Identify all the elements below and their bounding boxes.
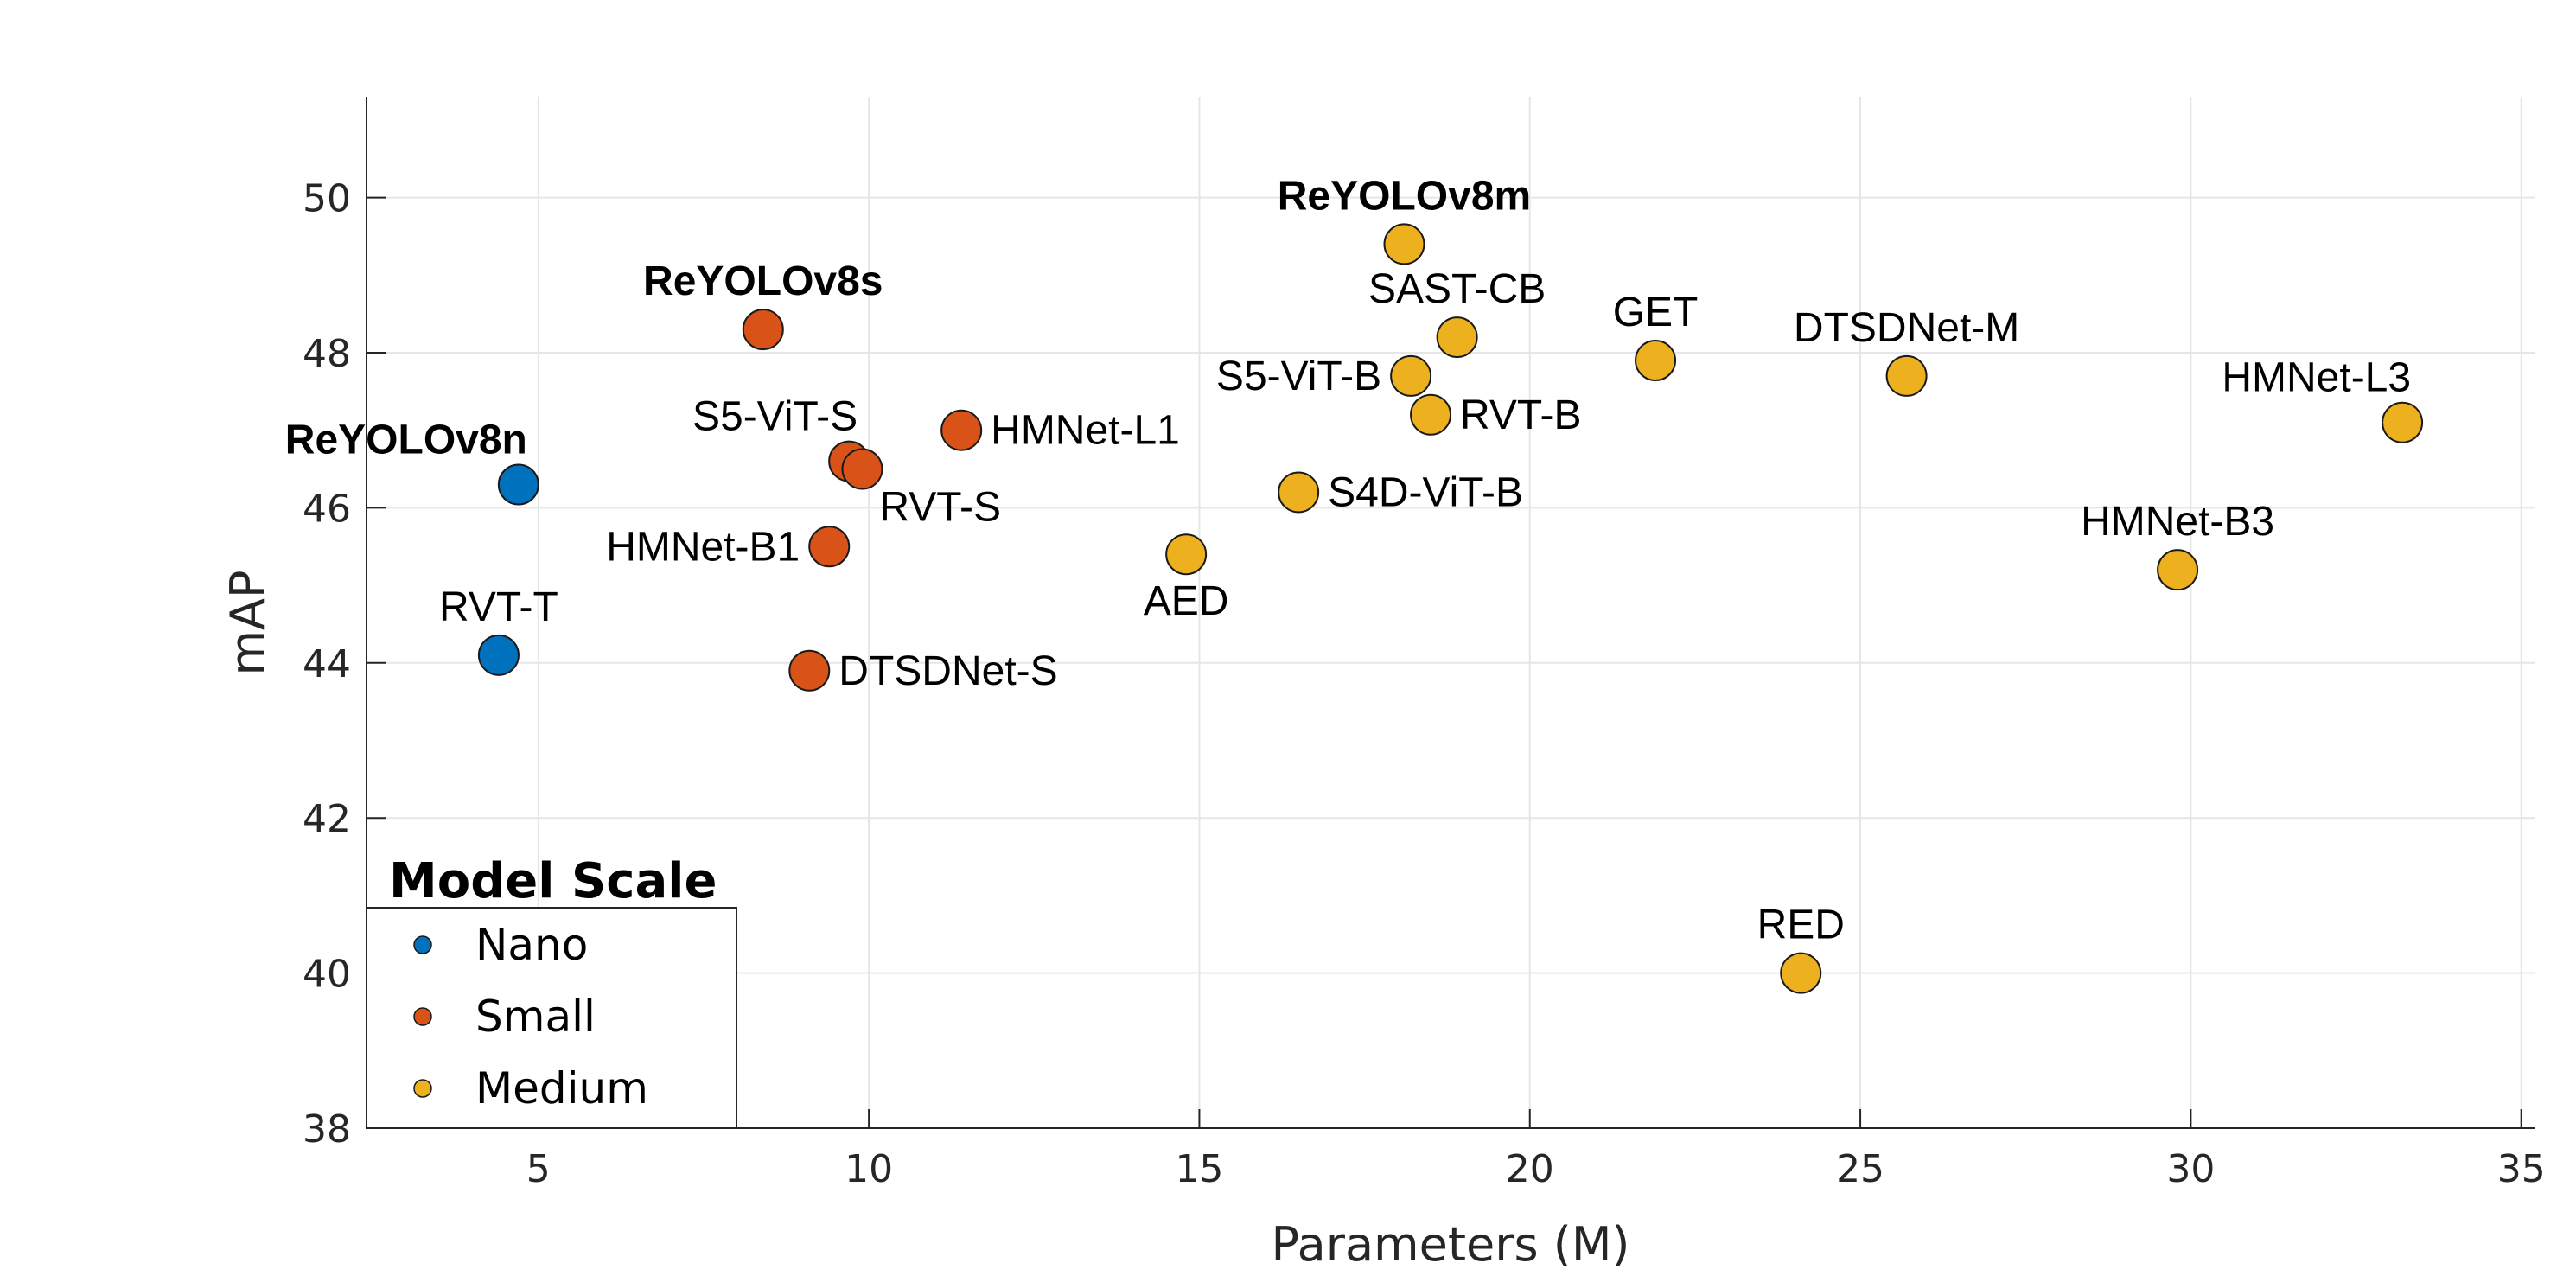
legend: Model Scale Nano Small Medium	[366, 853, 737, 1129]
y-tick-label: 40	[303, 953, 351, 997]
data-point	[808, 526, 851, 568]
data-point	[477, 634, 520, 676]
y-axis-label: mAP	[220, 570, 275, 675]
point-label: HMNet-L3	[2222, 355, 2411, 401]
point-label: DTSDNet-M	[1794, 305, 2019, 351]
x-tick-label: 30	[2166, 1147, 2215, 1191]
point-label: RVT-T	[439, 584, 558, 630]
y-tick-labels: 38 40 42 44 46 48 50	[303, 177, 351, 1152]
data-point	[1780, 952, 1822, 994]
x-tick-label: 35	[2497, 1147, 2546, 1191]
point-label: ReYOLOv8s	[643, 258, 883, 304]
point-label: RED	[1757, 903, 1845, 948]
point-label: SAST-CB	[1368, 266, 1546, 312]
x-tick-label: 20	[1506, 1147, 1554, 1191]
y-tick-label: 50	[303, 177, 351, 221]
y-tick-label: 42	[303, 797, 351, 841]
point-label: DTSDNet-S	[838, 648, 1057, 694]
point-label: ReYOLOv8m	[1278, 173, 1531, 219]
data-point	[1383, 223, 1425, 265]
x-axis-label: Parameters (M)	[1272, 1217, 1630, 1272]
legend-label: Medium	[475, 1063, 648, 1113]
point-label: HMNet-B3	[2081, 499, 2274, 545]
point-label: GET	[1613, 290, 1699, 335]
data-point	[1390, 354, 1432, 397]
data-point	[788, 649, 831, 692]
data-point	[841, 448, 883, 490]
x-tick-label: 10	[845, 1147, 893, 1191]
legend-marker	[413, 1079, 432, 1098]
data-points	[477, 223, 2424, 994]
legend-marker	[413, 1007, 432, 1026]
data-point	[1635, 339, 1677, 381]
data-point	[1436, 316, 1478, 359]
point-label: HMNet-L1	[991, 408, 1180, 454]
data-point	[1410, 393, 1452, 436]
y-tick-label: 38	[303, 1107, 351, 1152]
point-label: RVT-S	[879, 485, 1000, 531]
x-tick-label: 25	[1836, 1147, 1884, 1191]
legend-label: Small	[475, 992, 596, 1042]
data-point	[2157, 549, 2199, 591]
point-labels: ReYOLOv8n RVT-T ReYOLOv8s S5-ViT-S RVT-S HMNe…	[285, 173, 2411, 947]
legend-marker	[413, 935, 432, 954]
legend-label: Nano	[475, 920, 588, 970]
y-tick-label: 44	[303, 642, 351, 686]
point-label: AED	[1144, 578, 1229, 624]
point-label: S5-ViT-S	[692, 394, 858, 440]
point-label: HMNet-B1	[606, 524, 800, 570]
point-label: ReYOLOv8n	[285, 417, 527, 463]
y-tick-label: 46	[303, 487, 351, 531]
data-point	[1278, 471, 1320, 514]
data-point	[2382, 401, 2424, 443]
x-tick-labels: 5 10 15 20 25 30 35	[526, 1147, 2546, 1191]
point-label: RVT-B	[1460, 392, 1581, 438]
x-tick-label: 15	[1175, 1147, 1223, 1191]
x-tick-label: 5	[526, 1147, 551, 1191]
data-point	[497, 463, 539, 506]
y-tick-label: 48	[303, 332, 351, 376]
point-label: S4D-ViT-B	[1328, 469, 1523, 515]
data-point	[1165, 533, 1208, 576]
legend-title: Model Scale	[389, 853, 717, 909]
data-point	[1885, 354, 1928, 397]
point-label: S5-ViT-B	[1216, 354, 1381, 399]
data-point	[742, 309, 784, 351]
data-point	[940, 409, 983, 451]
